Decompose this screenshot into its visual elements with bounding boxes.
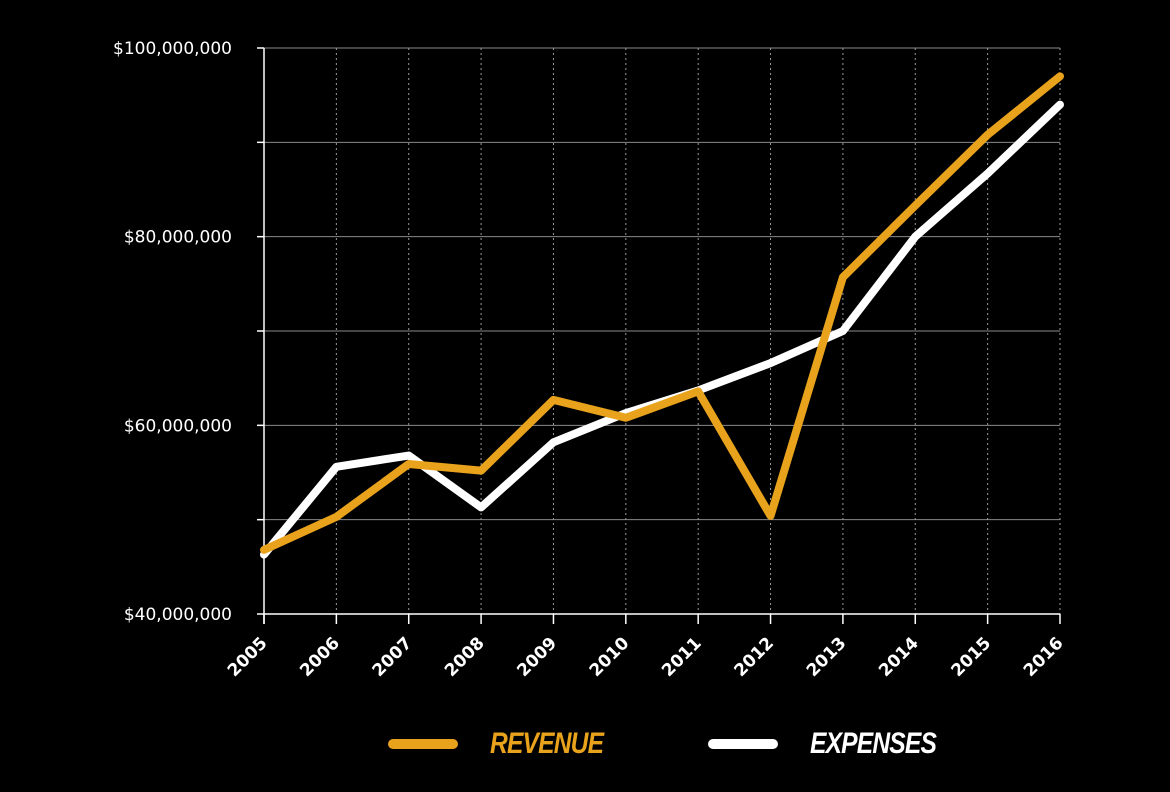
x-tick-label: 2012 xyxy=(730,633,778,681)
legend: REVENUE EXPENSES xyxy=(0,722,1170,766)
series-line-revenue xyxy=(260,72,1064,554)
x-tick-label: 2014 xyxy=(875,633,923,681)
legend-swatch-expenses xyxy=(708,739,778,749)
series-lines xyxy=(260,72,1064,559)
x-tick-label: 2009 xyxy=(513,633,561,681)
y-tick-label: $80,000,000 xyxy=(124,228,232,248)
y-tick-label: $100,000,000 xyxy=(113,39,232,59)
x-tick-label: 2006 xyxy=(296,633,344,681)
legend-label-expenses: EXPENSES xyxy=(810,727,937,760)
x-tick-label: 2015 xyxy=(948,633,996,681)
line-chart: $40,000,000 $60,000,000 $80,000,000 $100,00… xyxy=(113,39,1068,681)
x-tick-label: 2007 xyxy=(369,633,417,681)
legend-item-expenses: EXPENSES xyxy=(708,722,964,766)
x-tick-label: 2010 xyxy=(586,633,634,681)
y-axis-labels: $40,000,000 $60,000,000 $80,000,000 $100,00… xyxy=(113,39,232,625)
x-tick-label: 2016 xyxy=(1020,633,1068,681)
y-tick-label: $60,000,000 xyxy=(124,416,232,436)
x-tick-label: 2005 xyxy=(224,633,272,681)
x-tick-label: 2013 xyxy=(803,633,851,681)
x-tick-label: 2011 xyxy=(658,633,706,681)
grid-lines xyxy=(264,47,1061,614)
legend-label-revenue: REVENUE xyxy=(490,727,604,760)
legend-item-revenue: REVENUE xyxy=(388,722,628,766)
axes xyxy=(257,47,1061,624)
x-axis-labels: 2005 2006 2007 2008 2009 2010 2011 2012 2013 2014… xyxy=(224,633,1068,681)
x-tick-label: 2008 xyxy=(441,633,489,681)
legend-swatch-revenue xyxy=(388,739,458,749)
y-tick-label: $40,000,000 xyxy=(124,605,232,625)
